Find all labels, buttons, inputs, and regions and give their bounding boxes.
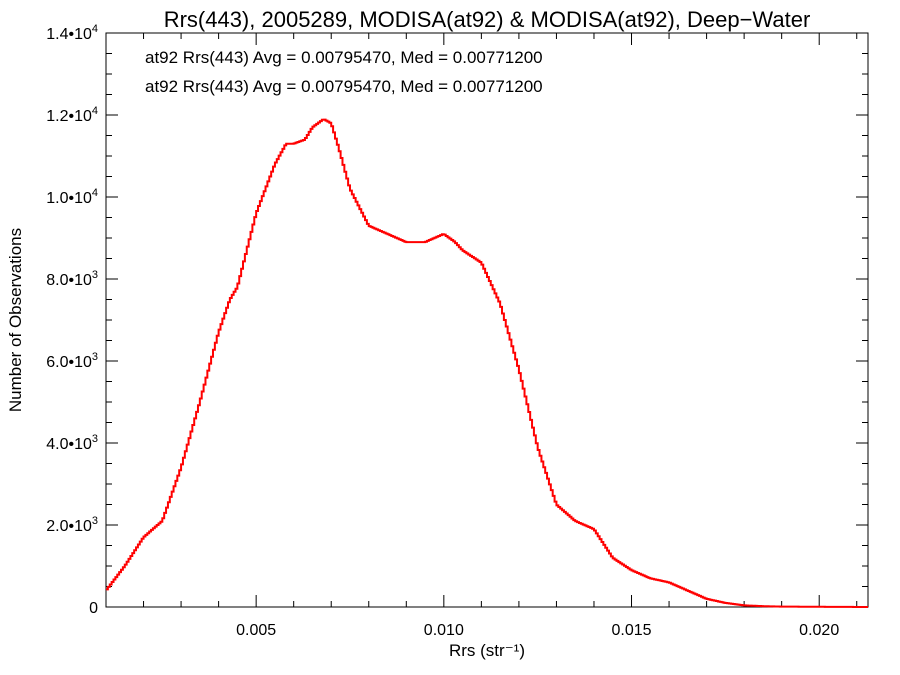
y-axis-ticks: 0 2.0•103 4.0•103 6.0•103 8.0•103 1.0•104 1.2•… <box>46 23 868 617</box>
y-axis-label: Number of Observations <box>6 228 25 412</box>
x-tick-label: 0.020 <box>799 622 839 639</box>
y-tick-label: 1.0•104 <box>46 187 98 207</box>
x-tick-label: 0.005 <box>236 622 276 639</box>
x-tick-label: 0.015 <box>611 622 651 639</box>
y-tick-label: 4.0•103 <box>46 433 98 453</box>
x-axis-label: Rrs (str⁻¹) <box>449 641 525 660</box>
legend-entry-red: at92 Rrs(443) Avg = 0.00795470, Med = 0.… <box>145 77 543 96</box>
y-tick-label: 6.0•103 <box>46 351 98 371</box>
x-tick-label: 0.010 <box>424 622 464 639</box>
y-tick-label: 1.4•104 <box>46 23 98 43</box>
plot-frame <box>105 32 869 608</box>
series-line <box>106 118 868 608</box>
y-tick-label: 1.2•104 <box>46 105 98 125</box>
legend-entry-black: at92 Rrs(443) Avg = 0.00795470, Med = 0.… <box>145 48 543 67</box>
y-tick-label: 2.0•103 <box>46 515 98 535</box>
x-axis-ticks: 0.005 0.010 0.015 0.020 <box>105 33 858 639</box>
chart-title: Rrs(443), 2005289, MODISA(at92) & MODISA… <box>164 7 811 32</box>
y-tick-label: 8.0•103 <box>46 269 98 289</box>
y-tick-label: 0 <box>89 600 98 617</box>
